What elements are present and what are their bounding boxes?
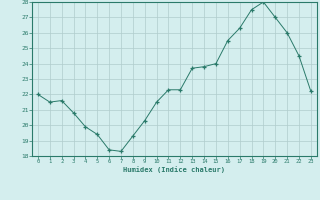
X-axis label: Humidex (Indice chaleur): Humidex (Indice chaleur): [124, 166, 225, 173]
